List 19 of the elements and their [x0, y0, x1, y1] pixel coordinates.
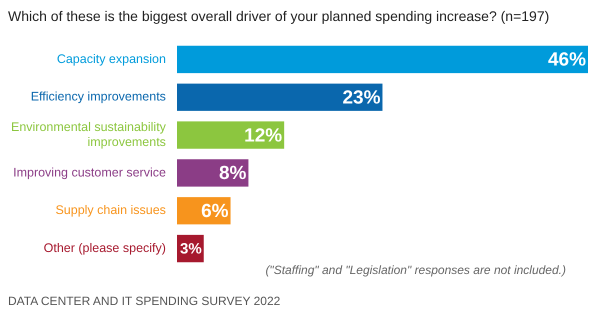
- y-tick-label: Capacity expansion: [56, 52, 166, 66]
- y-tick-label: Improving customer service: [13, 165, 166, 180]
- data-label: 3%: [180, 240, 202, 258]
- bar: [176, 159, 248, 187]
- annotation: ("Staffing" and "Legislation" responses are not included.): [265, 263, 566, 277]
- y-tick-label: Supply chain issues: [55, 203, 166, 218]
- chart-title: Which of these is the biggest overall driver of your planned spending increase? (n=197): [8, 8, 550, 26]
- bar: [176, 121, 284, 149]
- data-label: 46%: [548, 50, 586, 71]
- y-tick-label: Environmental sustainability improvements: [10, 120, 167, 150]
- bar: [176, 84, 382, 111]
- y-tick-label: Efficiency improvements: [30, 90, 166, 104]
- data-label: 12%: [244, 125, 282, 146]
- data-label: 8%: [218, 163, 247, 184]
- data-label: 6%: [201, 200, 229, 222]
- text: DATA CENTER AND IT SPENDING SURVEY 2022: [8, 294, 280, 308]
- data-label: 23%: [342, 87, 381, 108]
- bar: [176, 46, 588, 74]
- y-tick-label: Other (please specify): [44, 241, 166, 256]
